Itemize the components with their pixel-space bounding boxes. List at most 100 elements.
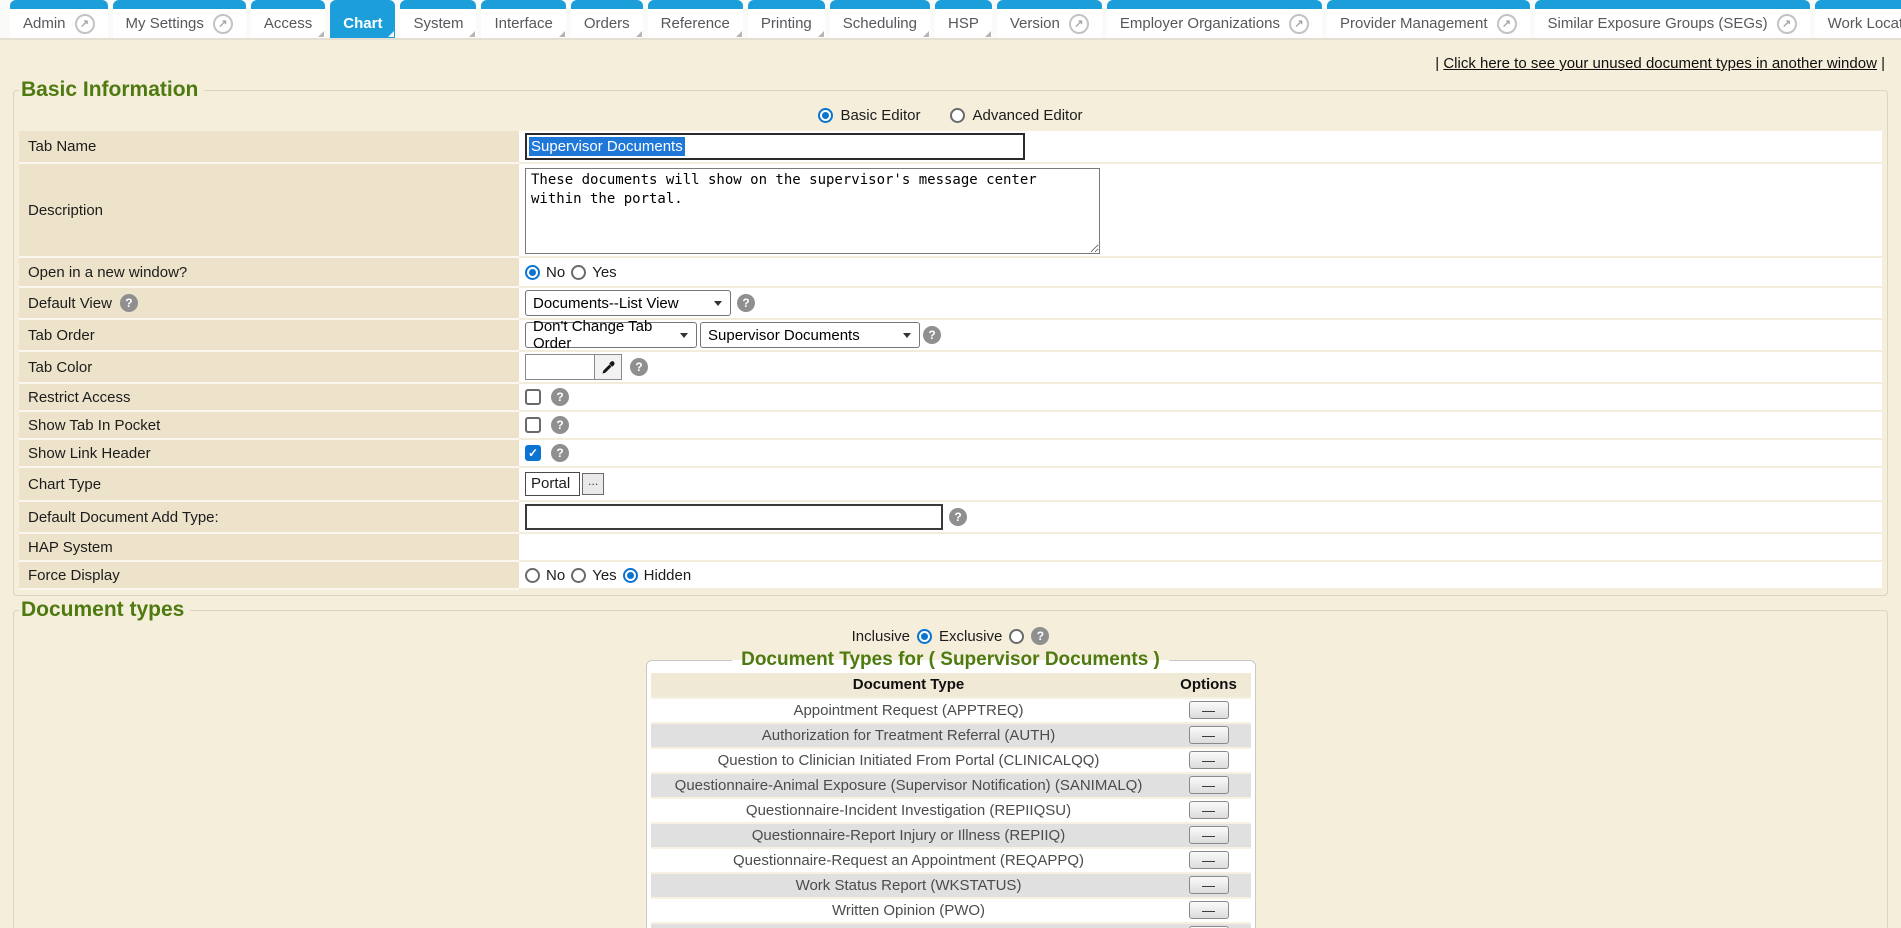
nav-tab[interactable]: Provider Management bbox=[1326, 0, 1530, 38]
force-display-yes-label: Yes bbox=[592, 566, 617, 584]
eyedropper-button[interactable] bbox=[595, 354, 622, 380]
nav-tab[interactable]: Printing bbox=[747, 0, 825, 38]
unused-doc-types-link[interactable]: Click here to see your unused document t… bbox=[1443, 55, 1877, 72]
tab-color-label: Tab Color bbox=[19, 352, 519, 384]
row-options-button[interactable]: — bbox=[1188, 926, 1229, 928]
force-display-hidden-radio[interactable] bbox=[622, 567, 638, 583]
row-options-button[interactable]: — bbox=[1188, 826, 1229, 844]
nav-tab-label: Admin bbox=[23, 15, 66, 32]
nav-tab-label: System bbox=[413, 15, 464, 32]
default-document-add-type-input[interactable] bbox=[525, 504, 943, 530]
exclusive-radio[interactable] bbox=[1009, 628, 1025, 644]
pipe-right: | bbox=[1881, 55, 1885, 72]
row-options-button[interactable]: — bbox=[1188, 776, 1229, 794]
row-options-button[interactable]: — bbox=[1188, 901, 1229, 919]
nav-tab[interactable]: Version bbox=[996, 0, 1102, 38]
document-type-row: Written Opinion - 13 Carcinogens (PWO13)… bbox=[650, 923, 1251, 928]
inclusive-exclusive-help-icon[interactable] bbox=[1031, 627, 1050, 645]
open-in-new-icon[interactable] bbox=[1496, 13, 1517, 34]
nav-tab[interactable]: Orders bbox=[570, 0, 643, 38]
row-options-button[interactable]: — bbox=[1188, 876, 1229, 894]
default-document-add-type-help-icon[interactable] bbox=[949, 508, 967, 526]
restrict-access-help-icon[interactable] bbox=[551, 388, 569, 406]
nav-tab-label: Printing bbox=[760, 15, 812, 32]
show-link-header-checkbox[interactable] bbox=[525, 445, 541, 461]
document-type-name: Authorization for Treatment Referral (AU… bbox=[650, 723, 1167, 749]
default-view-value: Documents--List View bbox=[533, 294, 679, 312]
show-link-header-row: Show Link Header bbox=[19, 440, 1882, 468]
nav-tab[interactable]: Similar Exposure Groups (SEGs) bbox=[1534, 0, 1810, 38]
nav-tab[interactable]: My Settings bbox=[112, 0, 246, 38]
default-view-label-help-icon[interactable] bbox=[119, 294, 138, 312]
open-in-new-icon[interactable] bbox=[74, 13, 95, 34]
tab-order-help-icon[interactable] bbox=[923, 326, 941, 344]
open-new-window-no-radio[interactable] bbox=[525, 264, 540, 280]
nav-tab-label: Orders bbox=[583, 15, 630, 32]
open-in-new-icon[interactable] bbox=[1068, 13, 1089, 34]
tab-color-row: Tab Color bbox=[19, 352, 1882, 384]
tab-color-help-icon[interactable] bbox=[630, 358, 648, 376]
document-type-name: Written Opinion (PWO) bbox=[650, 898, 1167, 924]
show-link-header-help-icon[interactable] bbox=[551, 444, 569, 462]
open-new-window-yes-label: Yes bbox=[592, 263, 617, 281]
open-new-window-yes-radio[interactable] bbox=[571, 264, 587, 280]
nav-tab[interactable]: HSP bbox=[934, 0, 992, 38]
nav-tab-label: Reference bbox=[660, 15, 730, 32]
tab-order-position-select[interactable]: Supervisor Documents bbox=[700, 322, 920, 348]
chart-type-browse-button[interactable]: ... bbox=[582, 473, 605, 495]
nav-tab-label: Employer Organizations bbox=[1119, 15, 1280, 32]
basic-information-title: Basic Information bbox=[21, 78, 199, 101]
show-tab-in-pocket-row: Show Tab In Pocket bbox=[19, 412, 1882, 440]
inclusive-radio[interactable] bbox=[917, 628, 932, 644]
default-view-help-icon[interactable] bbox=[737, 294, 755, 312]
open-in-new-icon[interactable] bbox=[1776, 13, 1797, 34]
document-type-name: Questionnaire-Animal Exposure (Superviso… bbox=[650, 773, 1167, 799]
row-options-button[interactable]: — bbox=[1188, 801, 1229, 819]
default-document-add-type-label: Default Document Add Type: bbox=[19, 502, 519, 534]
show-tab-in-pocket-checkbox[interactable] bbox=[525, 417, 541, 433]
document-type-row: Work Status Report (WKSTATUS) — bbox=[650, 873, 1251, 899]
tab-color-input[interactable] bbox=[525, 354, 595, 380]
document-type-column-header: Document Type bbox=[650, 673, 1167, 699]
pipe-left: | bbox=[1435, 55, 1440, 72]
advanced-editor-radio[interactable] bbox=[950, 108, 966, 123]
nav-tab[interactable]: Reference bbox=[647, 0, 743, 38]
nav-tab[interactable]: Access bbox=[250, 0, 326, 38]
description-textarea[interactable]: These documents will show on the supervi… bbox=[525, 168, 1100, 254]
force-display-no-radio[interactable] bbox=[525, 567, 540, 583]
nav-tab[interactable]: Chart bbox=[330, 0, 396, 38]
open-in-new-icon[interactable] bbox=[1288, 13, 1309, 34]
document-types-body: Appointment Request (APPTREQ) — Authoriz… bbox=[650, 698, 1251, 928]
tab-order-mode-select[interactable]: Don't Change Tab Order bbox=[525, 318, 697, 352]
default-view-select[interactable]: Documents--List View bbox=[525, 290, 731, 316]
chart-type-value[interactable]: Portal bbox=[525, 472, 581, 496]
document-type-name: Questionnaire-Report Injury or Illness (… bbox=[650, 823, 1167, 849]
row-options-button[interactable]: — bbox=[1188, 751, 1229, 769]
row-options-button[interactable]: — bbox=[1188, 726, 1229, 744]
nav-tab[interactable]: Work Locations bbox=[1814, 0, 1901, 38]
document-types-section: Document types Inclusive Exclusive Docum… bbox=[13, 598, 1888, 928]
document-types-group: Document Types for ( Supervisor Document… bbox=[645, 649, 1256, 928]
nav-tab-label: Version bbox=[1009, 15, 1060, 32]
nav-tab[interactable]: Interface bbox=[481, 0, 566, 38]
row-options-button[interactable]: — bbox=[1188, 851, 1229, 869]
basic-editor-radio[interactable] bbox=[818, 108, 834, 123]
top-nav: Admin My Settings Access Chart System In… bbox=[0, 0, 1901, 40]
nav-tab[interactable]: System bbox=[400, 0, 477, 38]
tab-name-input[interactable]: Supervisor Documents bbox=[525, 133, 1025, 160]
document-types-header-row: Document Type Options bbox=[650, 673, 1251, 699]
document-types-table: Document Type Options Appointment Reques… bbox=[650, 673, 1251, 928]
hap-system-label: HAP System bbox=[19, 534, 519, 562]
row-options-button[interactable]: — bbox=[1188, 701, 1229, 719]
open-new-window-no-label: No bbox=[546, 263, 566, 281]
chart-type-label: Chart Type bbox=[19, 468, 519, 502]
nav-tab[interactable]: Employer Organizations bbox=[1106, 0, 1322, 38]
force-display-yes-radio[interactable] bbox=[571, 567, 587, 583]
nav-tab[interactable]: Admin bbox=[10, 0, 108, 38]
nav-tab[interactable]: Scheduling bbox=[829, 0, 930, 38]
show-tab-in-pocket-help-icon[interactable] bbox=[551, 416, 569, 434]
open-in-new-icon[interactable] bbox=[212, 13, 233, 34]
restrict-access-checkbox[interactable] bbox=[525, 389, 541, 405]
restrict-access-row: Restrict Access bbox=[19, 384, 1882, 412]
document-type-row: Written Opinion (PWO) — bbox=[650, 898, 1251, 924]
